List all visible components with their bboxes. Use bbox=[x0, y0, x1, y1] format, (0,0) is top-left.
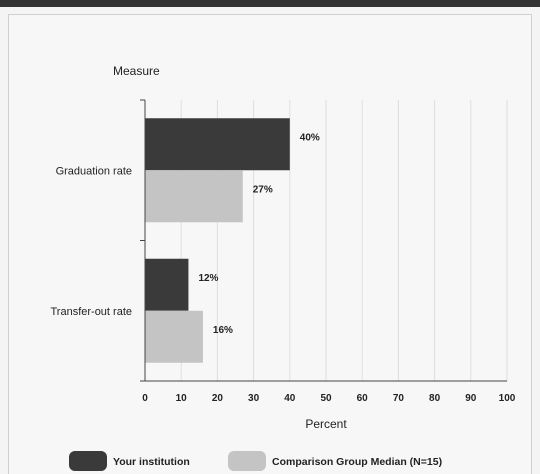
x-tick-label: 10 bbox=[176, 393, 188, 404]
legend-swatch bbox=[69, 451, 107, 471]
x-tick-label: 60 bbox=[357, 393, 369, 404]
legend: Your institution Comparison Group Median … bbox=[69, 451, 442, 471]
data-label: 16% bbox=[213, 325, 233, 336]
data-label: 40% bbox=[300, 132, 320, 143]
chart-panel bbox=[8, 14, 532, 474]
top-bar bbox=[0, 0, 540, 7]
x-tick-label: 50 bbox=[320, 393, 332, 404]
x-tick-label: 90 bbox=[465, 393, 477, 404]
data-label: 27% bbox=[253, 184, 273, 195]
x-tick-label: 20 bbox=[212, 393, 224, 404]
labels: 0 10 20 30 40 50 60 70 80 90 100 Graduation rate 40%… bbox=[50, 132, 515, 404]
x-tick-label: 30 bbox=[248, 393, 260, 404]
x-tick-label: 80 bbox=[429, 393, 441, 404]
legend-label: Comparison Group Median (N=15) bbox=[272, 456, 442, 468]
category-label: Graduation rate bbox=[56, 165, 132, 177]
bar bbox=[145, 310, 203, 363]
data-label: 12% bbox=[198, 273, 218, 284]
legend-swatch bbox=[228, 451, 266, 471]
category-label: Transfer-out rate bbox=[50, 306, 132, 318]
legend-label: Your institution bbox=[113, 456, 190, 468]
x-tick-label: 100 bbox=[499, 393, 516, 404]
bar bbox=[145, 170, 243, 223]
chart-title: Measure bbox=[113, 64, 160, 78]
x-tick-label: 70 bbox=[393, 393, 405, 404]
x-tick-label: 40 bbox=[284, 393, 296, 404]
x-axis-title: Percent bbox=[305, 417, 347, 431]
bar bbox=[145, 118, 290, 171]
bars bbox=[145, 118, 290, 363]
axes bbox=[140, 99, 507, 382]
x-tick-label: 0 bbox=[142, 393, 148, 404]
bar bbox=[145, 258, 189, 311]
